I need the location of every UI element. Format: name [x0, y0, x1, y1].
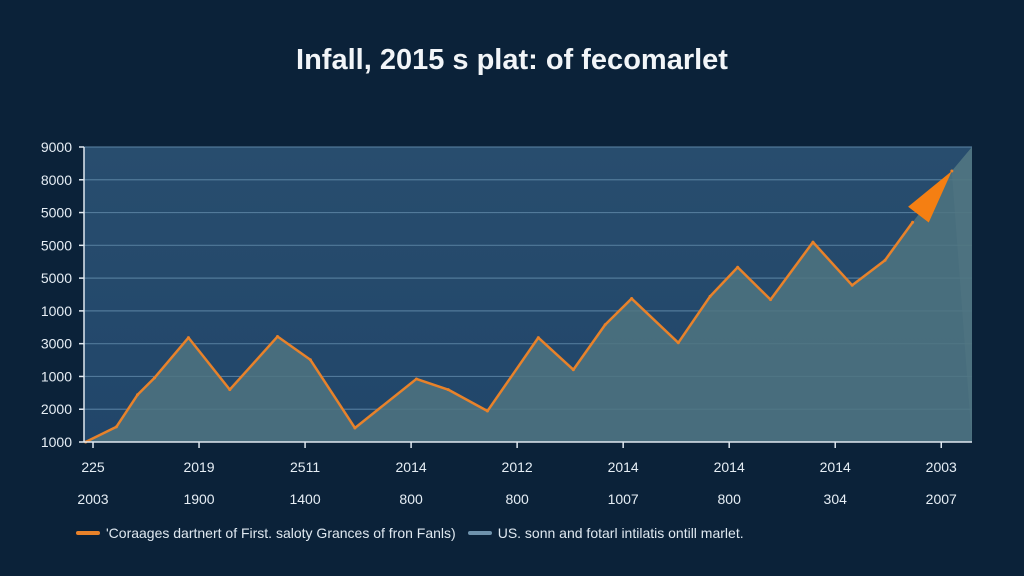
data-point: [414, 377, 418, 381]
y-tick-label: 3000: [41, 336, 72, 352]
x-tick-label-secondary: 1900: [183, 491, 214, 507]
x-tick-label: 2019: [183, 459, 214, 475]
legend-label-2: US. sonn and fotarl intilatis ontill mar…: [497, 525, 744, 541]
data-point: [308, 358, 312, 362]
data-point: [630, 297, 634, 301]
x-tick-label-secondary: 800: [505, 491, 529, 507]
x-tick-label: 225: [81, 459, 105, 475]
x-tick-label: 2003: [926, 459, 957, 475]
data-point: [850, 283, 854, 287]
legend: 'Coraages dartnert of First. saloty Gran…: [76, 525, 744, 541]
y-tick-label: 1000: [41, 368, 72, 384]
data-point: [276, 335, 280, 339]
data-point: [883, 258, 887, 262]
data-point: [536, 336, 540, 340]
x-tick-label: 2014: [396, 459, 427, 475]
y-tick-label: 8000: [41, 172, 72, 188]
data-point: [950, 169, 954, 173]
data-point: [353, 426, 357, 430]
x-tick-label-secondary: 1400: [289, 491, 320, 507]
x-tick-label: 2012: [502, 459, 533, 475]
data-point: [136, 393, 140, 397]
x-tick-label: 2014: [714, 459, 745, 475]
area-fill: [84, 147, 972, 442]
data-point: [153, 376, 157, 380]
x-tick-label: 2014: [820, 459, 851, 475]
arrow-head-icon: [908, 170, 952, 223]
data-point: [446, 388, 450, 392]
data-point: [708, 294, 712, 298]
data-point: [736, 265, 740, 269]
legend-swatch-blue: [467, 531, 492, 535]
data-point: [186, 336, 190, 340]
chart-title: Infall, 2015 s plat: of fecomarlet: [296, 44, 728, 76]
data-point: [811, 240, 815, 244]
x-tick-label-secondary: 304: [824, 491, 848, 507]
x-tick-label: 2511: [290, 459, 320, 475]
data-point: [603, 323, 607, 327]
x-tick-label-secondary: 800: [718, 491, 742, 507]
y-tick-label: 1000: [41, 434, 72, 450]
x-tick-label-secondary: 1007: [608, 491, 639, 507]
data-point: [911, 220, 915, 224]
x-tick-label-secondary: 800: [399, 491, 423, 507]
x-tick-label-secondary: 2003: [77, 491, 108, 507]
y-tick-label: 2000: [41, 401, 72, 417]
data-point: [114, 425, 118, 429]
y-tick-label: 9000: [41, 139, 72, 155]
legend-label-1: 'Coraages dartnert of First. saloty Gran…: [106, 525, 456, 541]
data-point: [676, 341, 680, 345]
y-tick-label: 5000: [41, 237, 72, 253]
y-tick-label: 5000: [41, 270, 72, 286]
data-point: [228, 388, 232, 392]
x-tick-label-secondary: 2007: [926, 491, 957, 507]
x-tick-label: 2014: [608, 459, 639, 475]
data-point: [769, 298, 773, 302]
y-tick-label: 5000: [41, 205, 72, 221]
data-point: [571, 368, 575, 372]
data-point: [485, 409, 489, 413]
legend-swatch-orange: [76, 531, 100, 535]
series-line: [85, 221, 914, 444]
y-tick-label: 1000: [41, 303, 72, 319]
